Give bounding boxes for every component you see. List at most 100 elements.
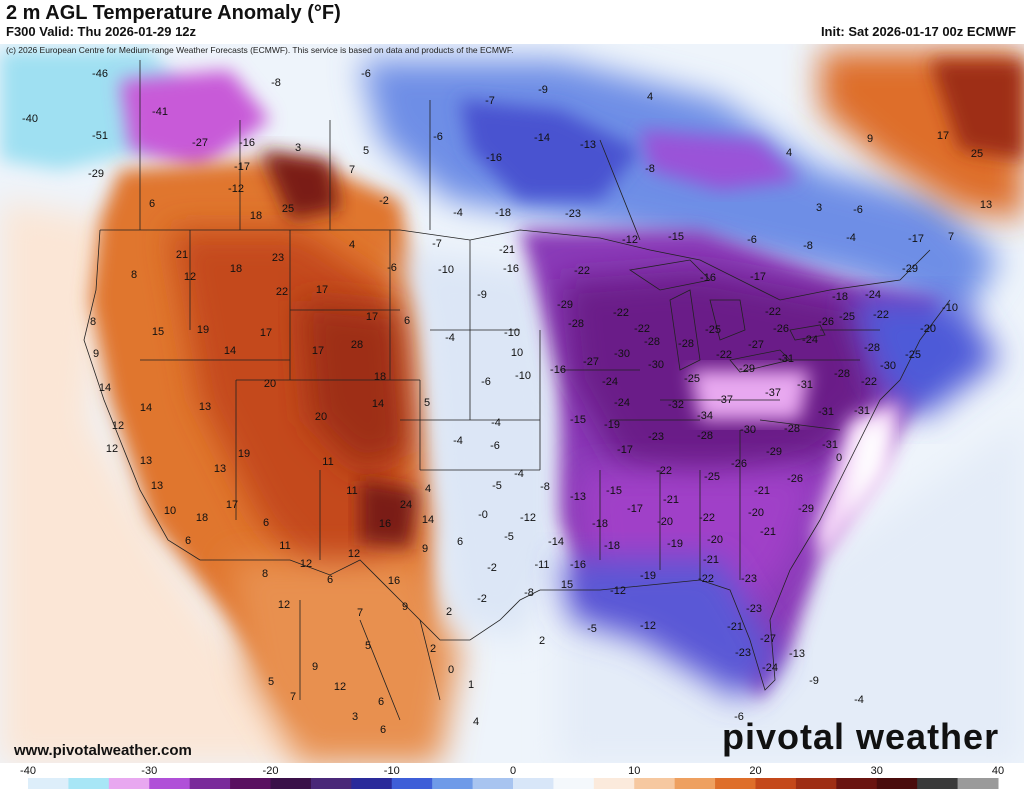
map-value-label: -21 (727, 621, 743, 633)
map-value-label: 17 (312, 345, 324, 357)
map-value-label: 12 (106, 443, 118, 455)
init-time: Init: Sat 2026-01-17 00z ECMWF (820, 24, 1016, 39)
map-value-label: -12 (228, 183, 244, 195)
map-value-label: -27 (583, 356, 599, 368)
map-value-label: -21 (760, 526, 776, 538)
colorbar-tick-label: 10 (628, 765, 640, 777)
map-value-label: -21 (499, 244, 515, 256)
anomaly-map: -46-40-41-51-27 -16-17-29-12-8-63 57-22518… (0, 44, 1024, 764)
brand-logo-text: pivotal weather (722, 716, 1000, 757)
map-value-label: -40 (22, 113, 38, 125)
map-value-label: -10 (504, 327, 520, 339)
map-value-label: -12 (622, 234, 638, 246)
map-value-label: -24 (762, 662, 778, 674)
map-value-label: 1 (468, 679, 474, 691)
map-value-label: 15 (561, 579, 573, 591)
map-value-label: -4 (846, 232, 856, 244)
map-value-label: 8 (90, 316, 96, 328)
map-value-label: 12 (184, 271, 196, 283)
map-value-label: -23 (746, 603, 762, 615)
map-value-label: -15 (668, 231, 684, 243)
map-value-label: -6 (433, 131, 443, 143)
map-value-label: -46 (92, 68, 108, 80)
map-value-label: 18 (230, 263, 242, 275)
map-value-label: 12 (334, 681, 346, 693)
map-value-label: -31 (797, 379, 813, 391)
copyright-notice: (c) 2026 European Centre for Medium-rang… (6, 45, 514, 55)
colorbar-swatch (836, 778, 878, 789)
colorbar-swatch (310, 778, 352, 789)
map-value-label: 6 (404, 315, 410, 327)
map-value-label: -29 (88, 168, 104, 180)
map-value-label: -26 (773, 323, 789, 335)
map-value-label: -19 (604, 419, 620, 431)
map-value-label: -16 (503, 263, 519, 275)
map-value-label: 13 (140, 455, 152, 467)
map-value-label: -4 (445, 332, 455, 344)
map-value-label: -21 (754, 485, 770, 497)
map-value-label: -5 (504, 531, 514, 543)
map-value-label: 11 (322, 456, 333, 468)
map-value-label: 5 (268, 676, 274, 688)
map-value-label: -28 (697, 430, 713, 442)
map-value-label: -6 (387, 262, 397, 274)
map-value-label: -4 (514, 468, 524, 480)
colorbar-tick-label: -30 (141, 765, 157, 777)
map-value-label: -29 (902, 263, 918, 275)
map-value-label: 14 (99, 382, 111, 394)
map-value-label: 15 (152, 326, 164, 338)
colorbar-tick-label: 20 (749, 765, 761, 777)
map-value-label: 2 (446, 606, 452, 618)
colorbar-swatch (674, 778, 716, 789)
map-value-label: -28 (568, 318, 584, 330)
map-value-label: -15 (570, 414, 586, 426)
map-value-label: -8 (540, 481, 550, 493)
map-value-label: -21 (703, 554, 719, 566)
map-value-label: -37 (717, 394, 733, 406)
map-value-label: 12 (278, 599, 290, 611)
map-value-label: -22 (873, 309, 889, 321)
colorbar-swatch (715, 778, 756, 789)
map-value-label: -8 (524, 587, 534, 599)
map-value-label: -16 (239, 137, 255, 149)
colorbar-swatch (795, 778, 837, 789)
map-value-label: 8 (131, 269, 137, 281)
map-value-label: 6 (263, 517, 269, 529)
map-value-label: -31 (854, 405, 870, 417)
map-value-label: -20 (657, 516, 673, 528)
map-value-label: -21 (663, 494, 679, 506)
map-value-label: 13 (199, 401, 211, 413)
map-value-label: 4 (349, 239, 355, 251)
map-value-label: -25 (684, 373, 700, 385)
map-value-label: -32 (668, 399, 684, 411)
map-value-label: -19 (667, 538, 683, 550)
colorbar-swatch (553, 778, 595, 789)
map-value-label: 25 (282, 203, 294, 215)
colorbar-svg: -40 -30 -20 -10 0 10 20 30 40 (20, 765, 1004, 789)
valid-time: F300 Valid: Thu 2026-01-29 12z (6, 24, 197, 39)
map-value-label: 20 (315, 411, 327, 423)
map-value-label: -22 (656, 465, 672, 477)
state-borders (83, 60, 951, 721)
colorbar-swatch (108, 778, 150, 789)
map-value-label: 19 (238, 448, 250, 460)
map-value-label: 17 (226, 499, 238, 511)
map-value-label: -27 (748, 339, 764, 351)
map-value-label: -17 (908, 233, 924, 245)
map-value-label: 28 (351, 339, 363, 351)
map-value-label: -26 (731, 458, 747, 470)
map-value-label: -17 (617, 444, 633, 456)
map-value-label: 13 (151, 480, 163, 492)
colorbar-tick-label: 40 (992, 765, 1004, 777)
map-value-label: -22 (613, 307, 629, 319)
map-value-label: -16 (570, 559, 586, 571)
colorbar-swatch (230, 778, 271, 789)
map-value-label: -18 (495, 207, 511, 219)
colorbar-swatch (149, 778, 191, 789)
map-value-label: -12 (610, 585, 626, 597)
map-value-label: -5 (587, 623, 597, 635)
colorbar-tick-label: -10 (384, 765, 400, 777)
map-value-label: 14 (140, 402, 152, 414)
map-value-label: -0 (478, 509, 488, 521)
map-value-label: -9 (809, 675, 819, 687)
